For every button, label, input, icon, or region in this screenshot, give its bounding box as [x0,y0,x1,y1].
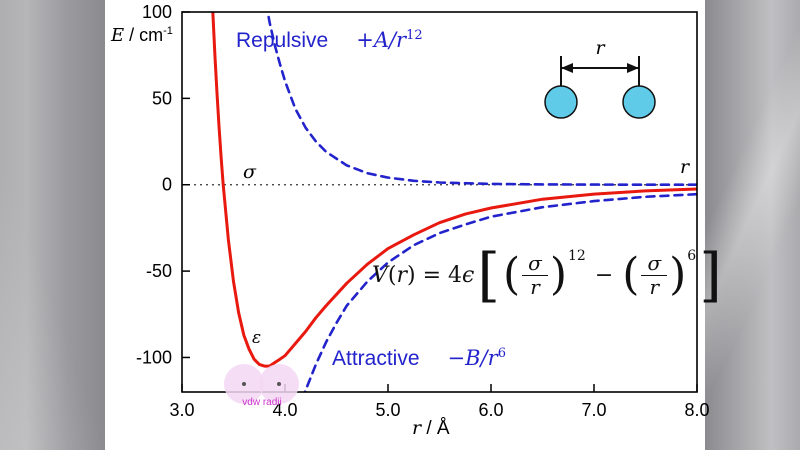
molecule-r-label: r [595,37,606,59]
arrowhead-left-icon [561,63,573,73]
vdw-radii-caption: vdw radii [242,397,282,408]
plot-frame [181,11,698,393]
equation-right-bracket: ] [699,241,722,309]
x-axis-unit: / Å [421,418,450,439]
attractive-annotation: Attractive −B/r6 [332,346,506,371]
equation-minus: − [594,262,614,288]
equation-left-bracket: [ [477,241,500,309]
x-tick-label: 6.0 [478,400,503,420]
curve-repulsive-a-r-12 [266,12,697,186]
y-tick-label: -50 [146,261,172,281]
curve-v-r-lennard-jones [211,12,697,368]
vdw-center-dot-right [277,382,281,386]
left-letterbox [0,0,105,450]
curve-attractive-b-r-6 [303,192,697,392]
x-axis-title: r / Å [412,417,450,440]
equation-prefix: V(r) = 4ϵ [372,262,475,288]
atom-circle-left [544,85,578,119]
x-tick-label: 7.0 [581,400,606,420]
x-axis-symbol: r [412,417,422,439]
repulsive-annotation: Repulsive +A/r12 [236,28,423,53]
repulsive-formula: +A/r12 [356,28,423,52]
sigma-annotation: σ [243,161,256,183]
vdw-center-dot-left [242,382,246,386]
y-axis-unit: / cm [124,25,164,45]
arrowhead-right-icon [627,63,639,73]
y-axis-unit-exponent: -1 [163,25,173,37]
r-axis-end-label: r [680,156,690,178]
attractive-word: Attractive [332,347,420,370]
right-letterbox [705,0,800,450]
y-axis-symbol: E [111,25,125,46]
repulsive-word: Repulsive [236,29,329,52]
y-tick-label: 0 [162,175,172,195]
x-tick-label: 3.0 [169,400,194,420]
attractive-formula: −B/r6 [447,346,506,370]
x-tick-label: 5.0 [375,400,400,420]
molecule-distance-diagram: r [544,37,656,119]
vdw-radii-illustration [224,364,299,404]
epsilon-annotation: ε [252,328,262,348]
y-tick-label: 50 [152,88,172,108]
atom-circle-right [622,85,656,119]
y-axis-title: E / cm-1 [111,25,173,46]
y-tick-label: -100 [136,347,172,367]
x-tick-label: 4.0 [272,400,297,420]
slide-background [105,0,705,450]
x-tick-label: 8.0 [684,400,709,420]
y-tick-label: 100 [142,2,172,22]
